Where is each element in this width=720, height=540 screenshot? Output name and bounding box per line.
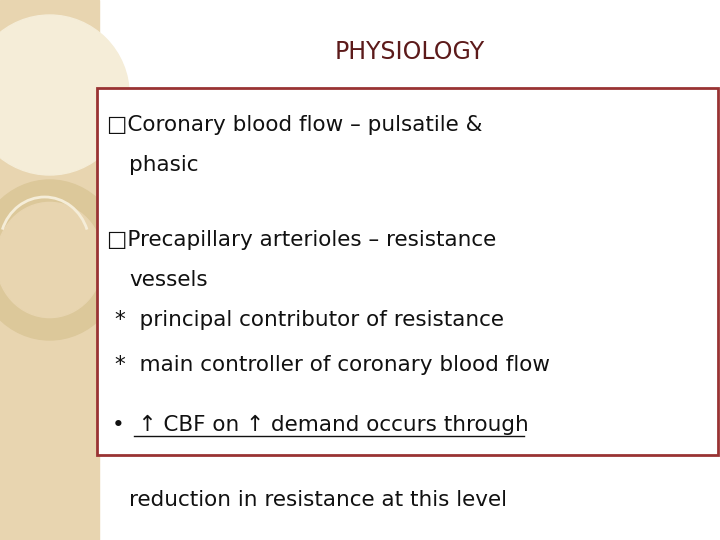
Text: •  ↑ CBF on ↑ demand occurs through: • ↑ CBF on ↑ demand occurs through (112, 415, 528, 435)
Ellipse shape (0, 15, 129, 175)
Text: PHYSIOLOGY: PHYSIOLOGY (335, 40, 485, 64)
Text: vessels: vessels (129, 270, 207, 290)
Ellipse shape (0, 202, 104, 318)
Text: *  main controller of coronary blood flow: * main controller of coronary blood flow (115, 355, 550, 375)
Text: *  principal contributor of resistance: * principal contributor of resistance (115, 310, 504, 330)
Bar (0, 0, 99, 540)
Text: □Precapillary arterioles – resistance: □Precapillary arterioles – resistance (107, 230, 496, 250)
Text: □Coronary blood flow – pulsatile &: □Coronary blood flow – pulsatile & (107, 115, 482, 135)
Text: phasic: phasic (129, 155, 199, 175)
Text: reduction in resistance at this level: reduction in resistance at this level (129, 490, 507, 510)
Ellipse shape (0, 180, 125, 340)
Bar (97, 88, 718, 455)
